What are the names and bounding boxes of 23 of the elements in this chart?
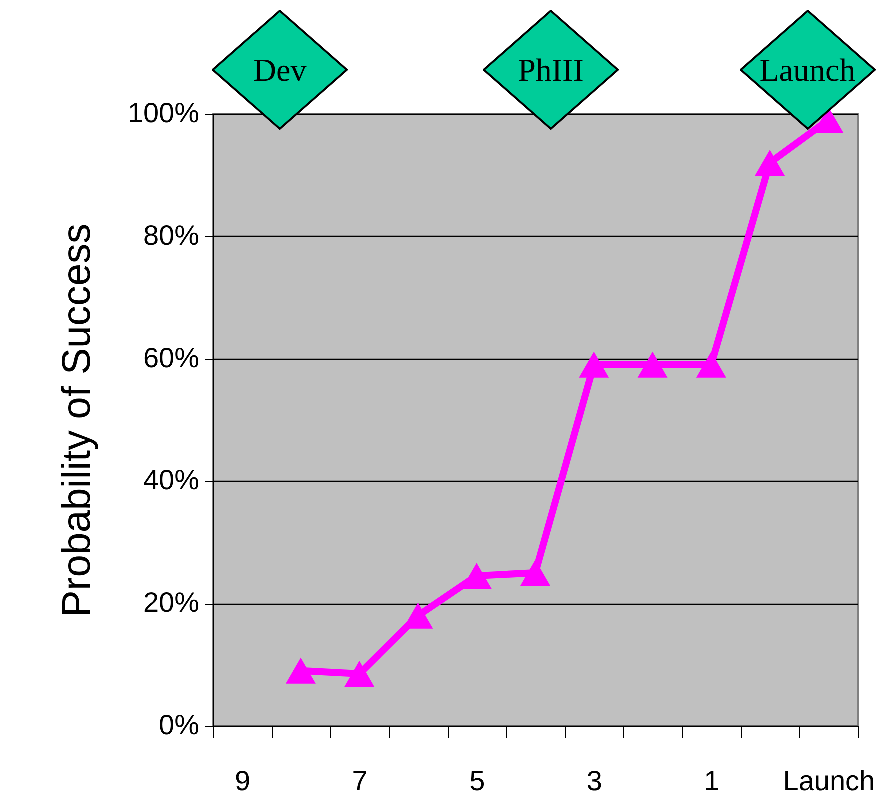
- y-tick-label: 20%: [143, 587, 200, 618]
- x-tick-label: 7: [352, 766, 368, 796]
- y-tick-label: 60%: [143, 342, 200, 374]
- x-tick-label: 1: [704, 766, 720, 796]
- point: [755, 150, 786, 176]
- x-tick-label: 9: [235, 766, 251, 796]
- x-tick-label: 5: [470, 766, 486, 796]
- y-axis-title: Probability of Success: [54, 224, 99, 618]
- point: [344, 660, 375, 687]
- diamond-label: PhIII: [482, 10, 619, 130]
- point: [638, 352, 668, 378]
- diamond-label: Dev: [212, 10, 348, 130]
- point: [696, 352, 726, 378]
- point: [520, 560, 550, 586]
- x-tick-label: 3: [586, 766, 602, 796]
- point: [579, 352, 610, 378]
- y-tick-label: 100%: [128, 98, 200, 128]
- x-tick-label: Launch: [783, 766, 876, 796]
- y-tick-label: 80%: [143, 220, 200, 251]
- diamond-label: Launch: [740, 10, 876, 130]
- y-tick-label: 0%: [159, 710, 200, 740]
- y-tick-label: 40%: [143, 464, 200, 496]
- point: [286, 658, 316, 684]
